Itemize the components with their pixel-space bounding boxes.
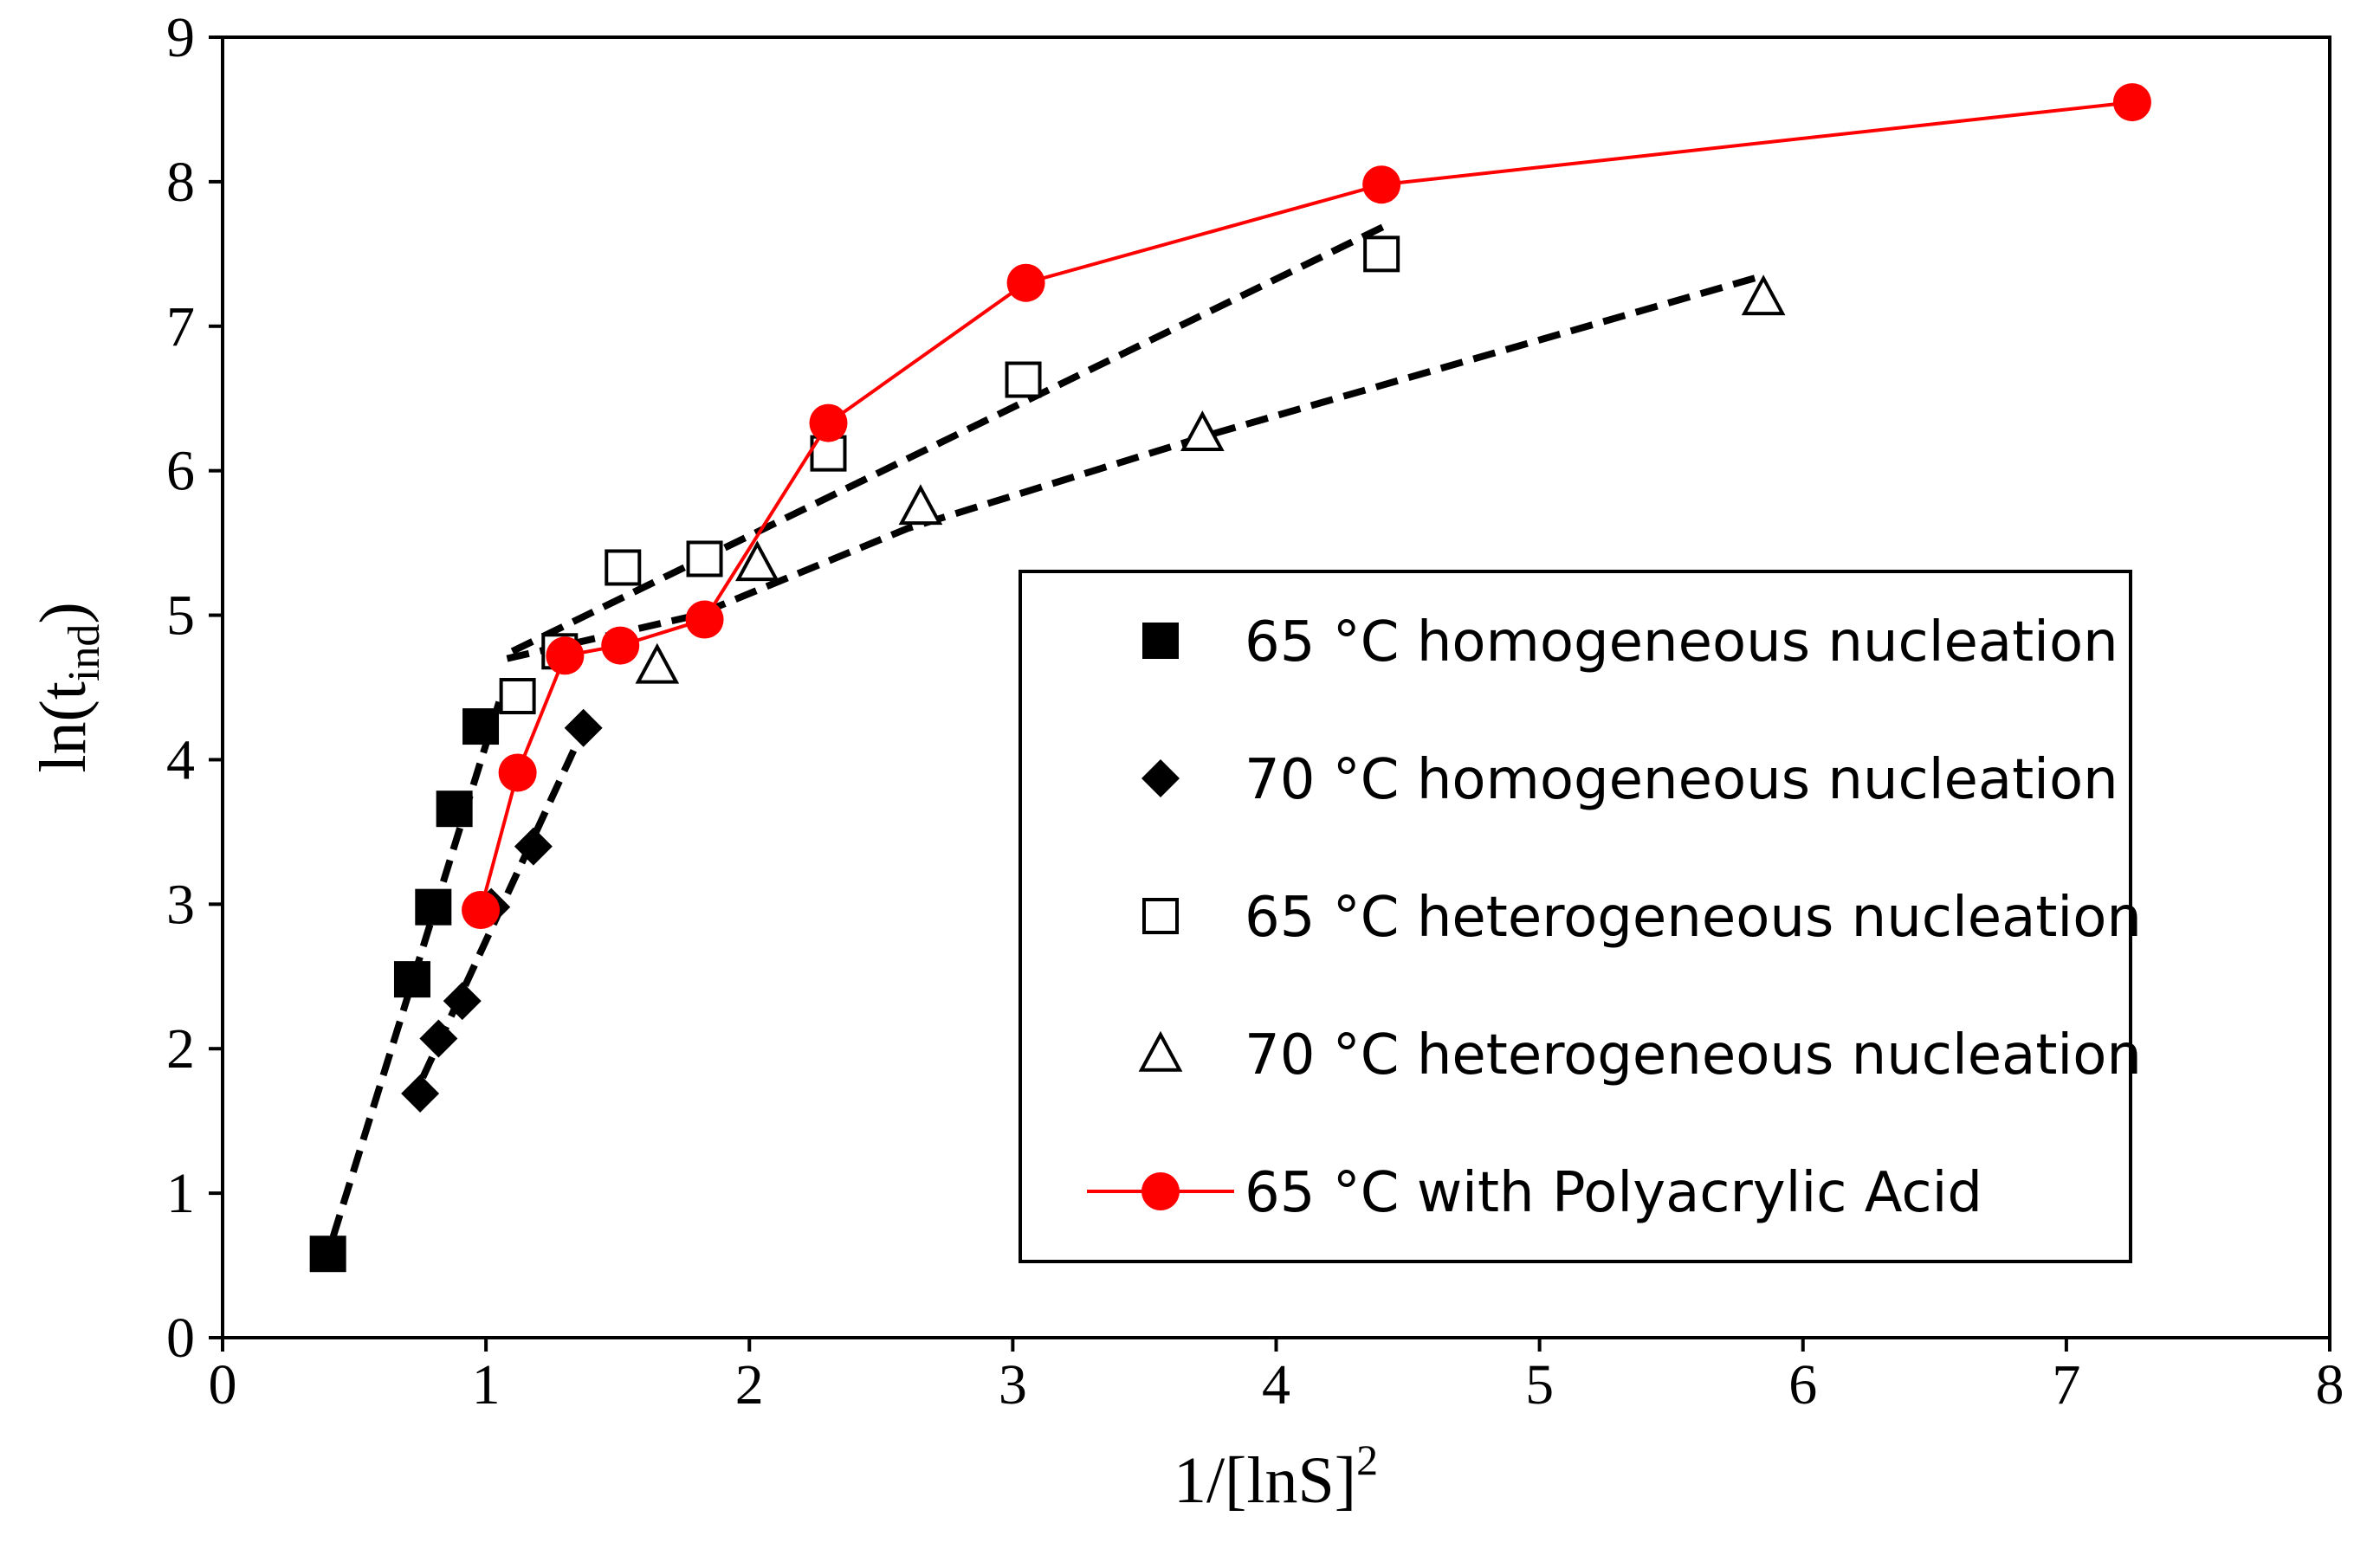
data-point xyxy=(462,708,500,745)
x-tick-label: 8 xyxy=(2316,1353,2344,1416)
data-point xyxy=(898,484,943,526)
legend-label: 65 °C homogeneous nucleation xyxy=(1245,610,2118,674)
y-axis-title: ln(tind) xyxy=(27,602,109,772)
legend-label: 70 °C heterogeneous nucleation xyxy=(1245,1023,2142,1087)
data-point xyxy=(564,708,603,747)
data-point xyxy=(498,753,537,792)
series-layer xyxy=(309,83,2151,1273)
legend-entry: 65 °C heterogeneous nucleation xyxy=(1142,886,2142,950)
x-axis-ticks: 0 1 2 3 4 5 6 7 8 xyxy=(209,1338,2344,1416)
data-point xyxy=(393,961,430,998)
data-point xyxy=(809,403,848,442)
legend-entry: 65 °C with Polyacrylic Acid xyxy=(1087,1161,1982,1225)
data-point xyxy=(309,1236,346,1273)
y-tick-label: 9 xyxy=(166,6,195,69)
legend-entry: 65 °C homogeneous nucleation xyxy=(1142,610,2118,674)
legend-label: 65 °C with Polyacrylic Acid xyxy=(1245,1161,1982,1225)
x-tick-label: 5 xyxy=(1525,1353,1554,1416)
data-point xyxy=(546,636,585,675)
x-tick-label: 2 xyxy=(735,1353,764,1416)
x-tick-label: 4 xyxy=(1262,1353,1290,1416)
data-point xyxy=(514,827,553,866)
y-tick-label: 1 xyxy=(166,1162,195,1225)
data-point xyxy=(499,678,536,715)
data-point xyxy=(735,540,779,582)
data-point xyxy=(401,1074,440,1113)
data-point xyxy=(635,642,680,684)
y-tick-label: 7 xyxy=(166,295,195,358)
y-tick-label: 3 xyxy=(166,873,195,936)
data-point xyxy=(1362,165,1401,204)
y-tick-label: 0 xyxy=(166,1307,195,1370)
data-point xyxy=(1741,274,1786,316)
legend-box xyxy=(1019,570,2132,1263)
legend-marker xyxy=(1138,1030,1183,1072)
x-tick-label: 7 xyxy=(2052,1353,2080,1416)
data-point xyxy=(685,600,724,639)
x-axis-title: 1/[lnS]2 xyxy=(1174,1436,1378,1517)
legend-entry: 70 °C homogeneous nucleation xyxy=(1141,748,2118,812)
data-point xyxy=(601,626,640,665)
data-point xyxy=(436,790,473,828)
data-point xyxy=(686,540,723,578)
data-point xyxy=(1005,361,1042,398)
x-tick-label: 0 xyxy=(209,1353,237,1416)
data-point xyxy=(605,549,642,586)
legend-marker xyxy=(1141,1172,1180,1210)
legend-marker xyxy=(1142,898,1179,934)
x-tick-label: 3 xyxy=(999,1353,1027,1416)
data-point xyxy=(1363,236,1400,273)
series-5 xyxy=(462,83,2151,930)
data-point xyxy=(419,1019,458,1058)
data-point xyxy=(1006,263,1045,302)
series-1 xyxy=(309,708,500,1273)
data-point xyxy=(443,982,482,1021)
legend-label: 70 °C homogeneous nucleation xyxy=(1245,748,2118,812)
legend: 65 °C homogeneous nucleation 70 °C homoge… xyxy=(1019,570,2142,1263)
x-tick-label: 1 xyxy=(472,1353,501,1416)
trendline-fit-65-heterogeneous xyxy=(510,222,1388,655)
x-tick-label: 6 xyxy=(1788,1353,1817,1416)
y-axis-ticks: 0 1 2 3 4 5 6 7 8 9 xyxy=(166,6,223,1370)
legend-marker xyxy=(1142,623,1179,659)
data-point xyxy=(415,888,452,926)
trendline-fit-70-homogeneous xyxy=(419,722,590,1080)
legend-entry: 70 °C heterogeneous nucleation xyxy=(1138,1023,2142,1087)
data-point xyxy=(462,891,501,930)
y-tick-label: 5 xyxy=(166,584,195,648)
legend-label: 65 °C heterogeneous nucleation xyxy=(1245,886,2142,950)
series-4 xyxy=(635,274,1786,684)
legend-marker xyxy=(1141,759,1180,797)
y-tick-label: 2 xyxy=(166,1017,195,1081)
trendline-fit-70-heterogeneous xyxy=(506,272,1765,662)
y-tick-label: 4 xyxy=(166,728,195,791)
y-tick-label: 8 xyxy=(166,151,195,214)
y-tick-label: 6 xyxy=(166,440,195,503)
data-point xyxy=(2112,83,2151,122)
data-point xyxy=(1180,410,1225,451)
